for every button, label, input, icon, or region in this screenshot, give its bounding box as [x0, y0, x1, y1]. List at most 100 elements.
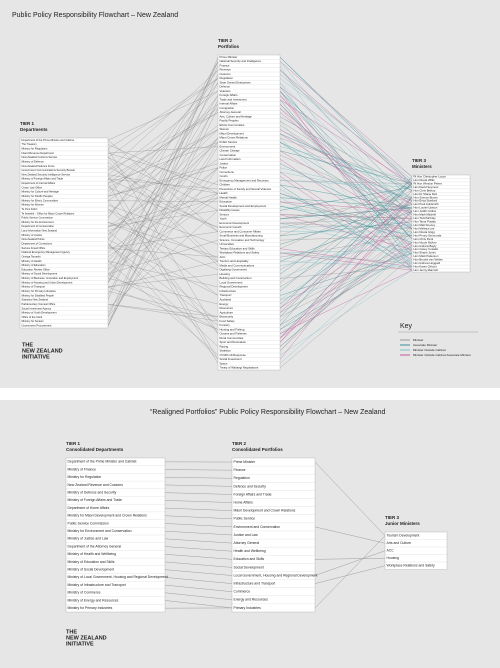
list-item: Statistics New Zealand	[22, 298, 49, 302]
list-item: Mental Health	[220, 195, 238, 199]
list-item: Hon Judith Collins	[414, 209, 437, 213]
link-line	[107, 243, 219, 360]
link-line	[107, 187, 219, 228]
list-item: Energy	[220, 302, 229, 306]
link-line	[107, 129, 219, 188]
link-line	[279, 103, 413, 250]
list-item: Primary Industries	[234, 606, 262, 610]
logo-line: THE	[66, 629, 77, 635]
top-title: Public Policy Responsibility Flowchart –…	[12, 12, 178, 19]
list-item: Government Procurement	[22, 324, 52, 328]
link-line	[107, 209, 219, 296]
link-line	[279, 137, 413, 264]
key-label: Minister	[413, 338, 424, 342]
list-item: Resources	[220, 306, 234, 310]
list-item: Commerce	[234, 590, 251, 594]
link-line	[107, 304, 219, 317]
list-item: Public Service Commission	[68, 521, 109, 525]
link-line	[279, 180, 413, 188]
logo-line: NEW ZEALAND	[22, 348, 63, 354]
list-item: Foreign Affairs	[220, 93, 239, 97]
list-item: Auckland	[220, 297, 232, 301]
link-line	[107, 82, 219, 218]
link-line	[107, 129, 219, 236]
list-item: Hon Nicola Grigg	[414, 230, 436, 234]
list-item: Justice	[220, 161, 229, 165]
link-line	[279, 154, 413, 212]
list-item: Social Development	[234, 565, 264, 569]
link-line	[164, 469, 233, 471]
list-item: Hon Simeon Brown	[414, 195, 439, 199]
link-line	[107, 304, 219, 322]
list-item: Ministry for Women	[22, 203, 45, 207]
list-item: Department of the Prime Minister and Cab…	[68, 460, 137, 464]
list-item: Crown Law Office	[22, 185, 43, 189]
list-item: Health	[220, 191, 229, 195]
list-item: Biosecurity	[220, 315, 234, 319]
list-item: Hon Nicole McKee	[414, 240, 438, 244]
link-line	[164, 577, 233, 584]
link-line	[107, 78, 219, 149]
list-item: Department of Corrections	[22, 241, 53, 245]
list-item: Justice and Law	[234, 533, 259, 537]
list-item: Education	[220, 200, 233, 204]
link-line	[279, 91, 413, 215]
link-line	[279, 200, 413, 305]
link-line	[279, 133, 413, 191]
link-line	[107, 137, 219, 262]
list-item: The Treasury	[22, 142, 38, 146]
link-line	[107, 197, 219, 275]
link-line	[279, 129, 413, 205]
link-line	[279, 248, 413, 267]
link-line	[314, 526, 386, 544]
link-line	[107, 61, 219, 283]
link-line	[107, 239, 219, 296]
list-item: Ministry for Seniors	[22, 319, 45, 323]
link-line	[279, 197, 413, 271]
link-line	[279, 249, 413, 317]
link-line	[164, 538, 233, 544]
link-line	[279, 211, 413, 262]
list-item: Ministry for Disabled People	[22, 293, 55, 297]
list-item: Economic Development	[220, 221, 250, 225]
list-item: COVID-19 Response	[220, 353, 247, 357]
list-item: Ministry of Education	[22, 263, 47, 267]
logo-line: THE	[22, 342, 33, 348]
list-item: Disability Issues	[220, 208, 241, 212]
logo-line: INITIATIVE	[66, 641, 94, 647]
link-line	[279, 245, 413, 364]
link-line	[279, 180, 413, 184]
link-line	[164, 530, 233, 536]
link-line	[107, 74, 219, 318]
list-item: Regional Development	[220, 285, 249, 289]
link-line	[279, 190, 413, 343]
link-line	[107, 82, 219, 270]
link-line	[164, 515, 233, 519]
list-item: National Security and Intelligence	[220, 59, 262, 63]
link-line	[164, 500, 233, 503]
link-line	[279, 184, 413, 209]
list-item: Internal Affairs	[220, 102, 238, 106]
list-item: Hon Paul Goldsmith	[414, 202, 439, 206]
link-line	[107, 148, 219, 334]
tier-heading: Portfolios	[218, 44, 239, 49]
list-item: Universities	[220, 242, 235, 246]
list-item: Ministry of Health	[22, 259, 43, 263]
list-item: New Zealand Defence Force	[22, 164, 56, 168]
list-item: Hon Mark Mitchell	[414, 213, 437, 217]
list-item: Ministry for Primary Industries	[22, 289, 57, 293]
link-line	[279, 180, 413, 275]
tier-heading: Consolidated Departments	[66, 447, 124, 452]
list-item: Seniors	[220, 212, 230, 216]
link-line	[107, 140, 219, 232]
list-item: Foreign Affairs and Trade	[234, 492, 272, 496]
link-line	[279, 183, 413, 309]
list-item: Ministry of Transport	[22, 285, 46, 289]
link-line	[164, 569, 233, 576]
list-item: Courts	[220, 174, 229, 178]
tier-label: TIER 3	[385, 515, 400, 520]
list-item: Local Government	[220, 280, 243, 284]
list-item: Ministry for the Environment	[22, 220, 55, 224]
list-item: Ministry of Housing and Urban Developmen…	[22, 280, 73, 284]
